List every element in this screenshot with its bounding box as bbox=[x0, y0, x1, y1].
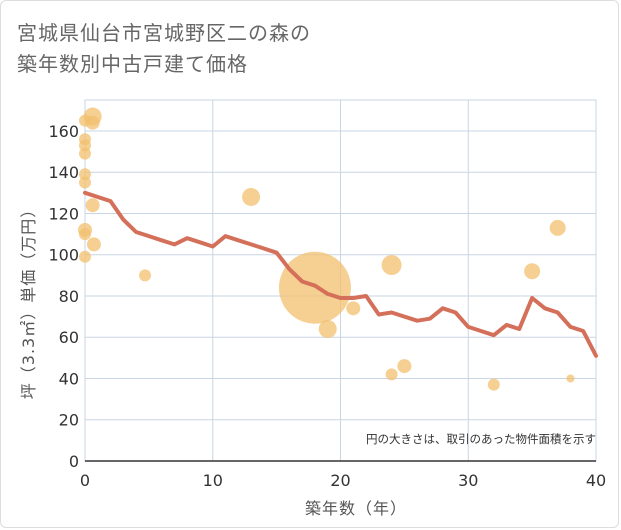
bubble-point bbox=[79, 176, 91, 189]
x-tick-label: 30 bbox=[458, 471, 478, 490]
bubble-point bbox=[242, 187, 261, 206]
x-tick-label: 0 bbox=[80, 471, 90, 490]
chart-title-line1: 宮城県仙台市宮城野区二の森の bbox=[17, 21, 311, 45]
bubble-point bbox=[549, 219, 566, 236]
bubble-point bbox=[79, 147, 91, 160]
grid-lines bbox=[84, 99, 597, 462]
y-tick-label: 100 bbox=[48, 246, 79, 265]
bubble-point bbox=[85, 198, 100, 213]
average-line-series bbox=[83, 190, 598, 358]
tick-labels: 0 20 40 60 80 100 120 140 160 0 10 20 30 40 bbox=[48, 122, 606, 490]
x-tick-label: 40 bbox=[586, 471, 606, 490]
average-price-line bbox=[83, 190, 598, 358]
bubble-point bbox=[79, 250, 91, 263]
size-note: 円の大きさは、取引のあった物件面積を示す bbox=[366, 432, 596, 446]
bubble-point bbox=[487, 378, 500, 391]
bubble-point bbox=[346, 301, 361, 316]
bubble-series bbox=[78, 107, 575, 391]
x-axis-label: 築年数（年） bbox=[305, 499, 407, 518]
bubble-point bbox=[85, 115, 100, 130]
y-tick-label: 20 bbox=[59, 411, 79, 430]
bubble-point bbox=[79, 168, 91, 181]
bubble-point bbox=[139, 269, 152, 282]
chart-title-line2: 築年数別中古戸建て価格 bbox=[17, 52, 248, 76]
y-tick-label: 60 bbox=[59, 328, 79, 347]
y-tick-label: 40 bbox=[59, 369, 79, 388]
x-tick-label: 10 bbox=[203, 471, 223, 490]
bubble-point bbox=[381, 255, 402, 276]
bubble-point bbox=[79, 228, 91, 241]
y-tick-label: 160 bbox=[48, 122, 79, 141]
y-tick-label: 0 bbox=[69, 452, 79, 471]
y-axis-label: 坪（3.3㎡）単価（万円） bbox=[19, 201, 38, 399]
y-tick-label: 80 bbox=[59, 287, 79, 306]
x-tick-label: 20 bbox=[330, 471, 350, 490]
y-tick-label: 120 bbox=[48, 204, 79, 223]
bubble-point bbox=[86, 237, 101, 252]
bubble-point bbox=[79, 139, 91, 152]
bubble-point bbox=[318, 319, 337, 338]
y-tick-label: 140 bbox=[48, 163, 79, 182]
chart-title: 宮城県仙台市宮城野区二の森の 築年数別中古戸建て価格 bbox=[17, 18, 311, 80]
bubble-point bbox=[524, 263, 541, 280]
bubble-point bbox=[566, 374, 575, 383]
bubble-point bbox=[397, 359, 412, 374]
bubble-point bbox=[385, 368, 398, 381]
